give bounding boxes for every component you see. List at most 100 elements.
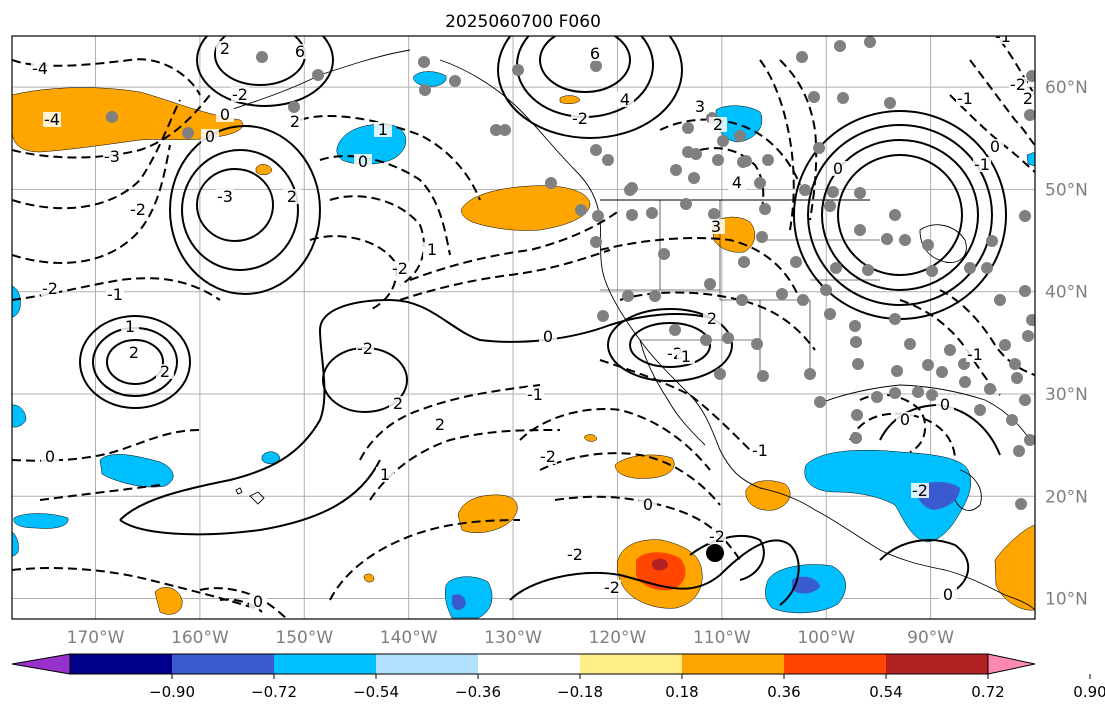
contour-label: -1 (752, 441, 768, 460)
yucatan (954, 469, 982, 511)
station-marker (182, 127, 194, 139)
contour-line (969, 59, 1035, 146)
station-marker (926, 389, 938, 401)
baja-california (639, 339, 706, 446)
contour-label-bg (286, 114, 304, 129)
contour-line (999, 39, 1035, 96)
station-marker (738, 256, 750, 268)
contour-label-bg (896, 412, 914, 427)
contour-label: -2 (1010, 75, 1026, 94)
storm-center-marker (706, 544, 724, 562)
contour-label-bg (129, 202, 147, 217)
colorbar-segment (784, 654, 886, 674)
contour-label-bg (231, 87, 249, 102)
cyan-region (12, 404, 27, 428)
station-marker (922, 239, 934, 251)
station-marker (717, 135, 729, 147)
contour-ring (539, 36, 631, 93)
station-marker (602, 154, 614, 166)
station-marker (712, 154, 724, 166)
contour-line (119, 459, 381, 536)
royal-blue-region (792, 576, 820, 594)
orange-region (457, 494, 518, 533)
station-marker (944, 344, 956, 356)
station-marker (590, 60, 602, 72)
colorbar-segment (478, 654, 580, 674)
station-marker (850, 336, 862, 348)
contour-line (329, 519, 521, 601)
colorbar-segment (682, 654, 784, 674)
contour-label: 1 (125, 317, 135, 336)
contour-label-bg (41, 281, 59, 296)
colorbar-tick-label: −0.72 (251, 683, 297, 701)
contour-ring (497, 36, 683, 139)
colorbar-segment (70, 654, 172, 674)
contour-label: 0 (900, 410, 910, 429)
contour-label-bg (423, 242, 441, 257)
contour-label-bg (586, 46, 604, 61)
station-marker (827, 186, 839, 198)
contour-line (509, 539, 800, 606)
contour-label-bg (216, 189, 234, 204)
colorbar: −0.90 −0.72 −0.54 −0.36 −0.18 0.18 0.36 0.54 0.7… (11, 653, 1105, 701)
station-marker (1019, 394, 1031, 406)
contour-label: 2 (129, 343, 139, 362)
orange-region (255, 164, 273, 175)
station-marker (734, 130, 746, 142)
contour-label: 2 (435, 415, 445, 434)
contour-line (39, 484, 161, 501)
orange-region (994, 524, 1035, 611)
station-marker (884, 97, 896, 109)
cyan-region (804, 449, 972, 543)
contour-line (599, 359, 751, 451)
contour-line (12, 94, 211, 159)
latitude-tick-label: 40°N (1045, 283, 1088, 303)
station-marker (881, 233, 893, 245)
station-marker (722, 332, 734, 344)
great-lakes (919, 224, 967, 263)
station-marker (545, 177, 557, 189)
contour-label-bg (249, 594, 267, 609)
station-marker (796, 51, 808, 63)
contour-line (409, 209, 621, 281)
station-marker (889, 313, 901, 325)
contour-label-bg (566, 547, 584, 562)
colorbar-tick-label: 0.54 (869, 683, 902, 701)
contour-label-bg (986, 139, 1004, 154)
contour-line (659, 118, 801, 186)
gulf-of-mexico-coast (814, 384, 1031, 441)
contour-line (329, 195, 425, 286)
contour-label: -1 (974, 155, 990, 174)
contour-label-bg (283, 189, 301, 204)
contour-label: -1 (107, 285, 123, 304)
cyan-region (12, 285, 21, 317)
station-marker (1011, 372, 1023, 384)
station-marker (824, 308, 836, 320)
contour-ring (807, 124, 993, 306)
contour-label-bg (216, 41, 234, 56)
station-marker (776, 288, 788, 300)
station-marker (704, 278, 716, 290)
central-america (944, 569, 1035, 611)
colorbar-tick-label: −0.18 (557, 683, 603, 701)
contour-label: -2 (357, 339, 373, 358)
station-marker (981, 262, 993, 274)
station-marker (1013, 445, 1025, 457)
station-marker (1015, 498, 1027, 510)
contour-label-bg (376, 467, 394, 482)
contour-line (319, 155, 451, 256)
station-marker (512, 64, 524, 76)
contour-label-bg (829, 161, 847, 176)
station-marker (256, 51, 268, 63)
station-marker (964, 262, 976, 274)
colorbar-segment (580, 654, 682, 674)
contour-label-bg (973, 157, 991, 172)
contour-line (119, 298, 711, 521)
contour-label-bg (616, 92, 634, 107)
contour-label: 1 (681, 347, 691, 366)
contour-label: -1 (527, 385, 543, 404)
contour-ring (837, 154, 963, 276)
contour-line (519, 408, 711, 471)
station-marker (820, 284, 832, 296)
contour-label: -2 (130, 200, 146, 219)
